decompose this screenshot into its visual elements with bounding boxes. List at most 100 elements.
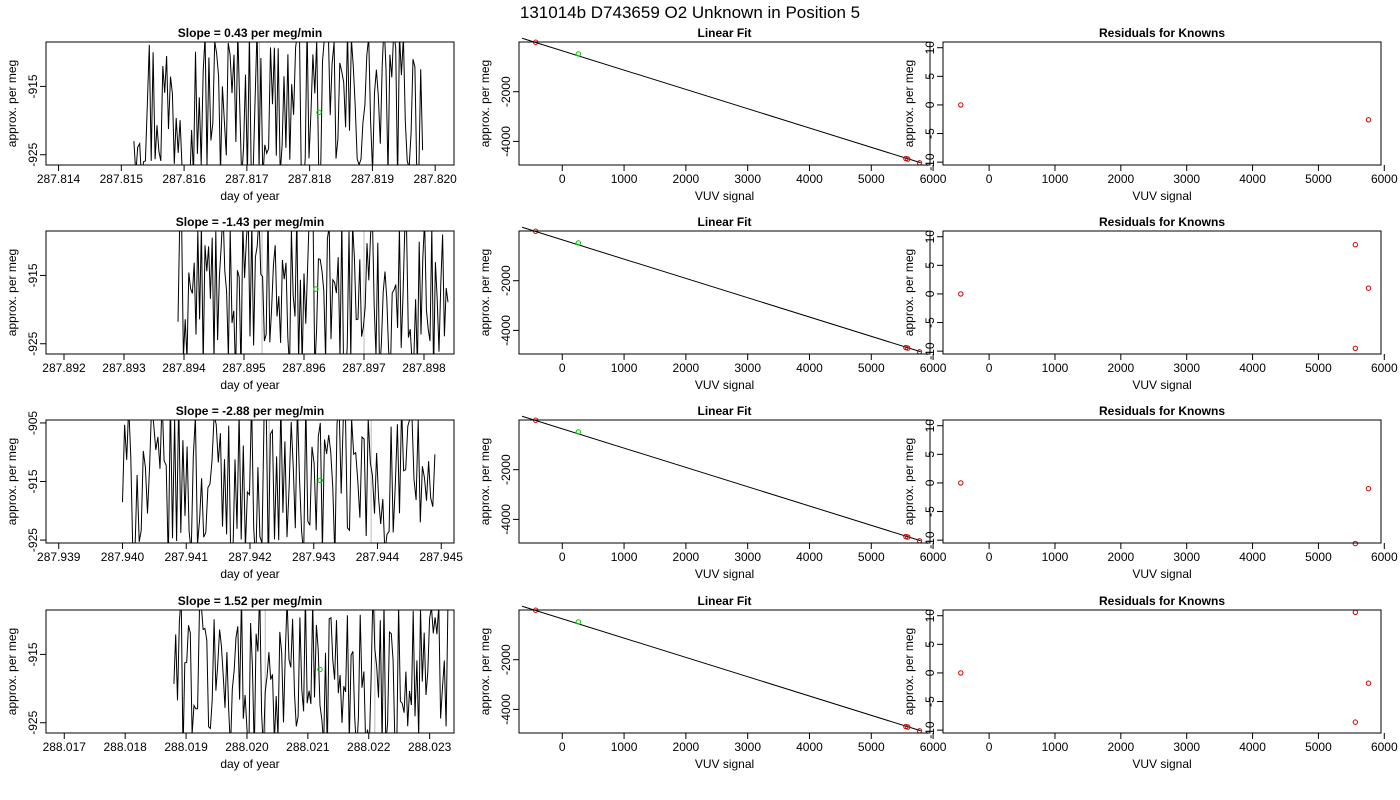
plot-frame: [45, 41, 455, 166]
x-axis-label: VUV signal: [695, 567, 754, 581]
y-tick-label: -10: [923, 342, 937, 360]
x-axis-label: VUV signal: [1132, 567, 1191, 581]
x-tick-label: 2000: [1107, 361, 1134, 375]
plot-area: [177, 231, 449, 354]
time-series-panel-3: 287.939 287.940 287.941 287.942 287.943 287.9…: [5, 404, 464, 581]
x-tick-label: 3000: [734, 172, 761, 186]
plot-frame: [518, 609, 931, 734]
x-axis-label: day of year: [220, 567, 279, 581]
panel-title: Linear Fit: [697, 215, 751, 229]
panel-grid: 287.814 287.815 287.816 287.817 287.818 287.8…: [5, 26, 1398, 771]
x-tick-label: 3000: [1173, 550, 1200, 564]
y-tick-label: 5: [923, 641, 937, 648]
panel-title: Slope = -1.43 per meg/min: [176, 215, 324, 229]
y-axis-label: approx. per meg: [5, 438, 19, 525]
plot-frame: [942, 41, 1382, 166]
x-tick-label: 287.940: [101, 550, 145, 564]
x-tick-label: 287.941: [165, 550, 209, 564]
y-tick-label: -10: [923, 721, 937, 739]
plot-frame: [942, 609, 1382, 734]
x-tick-label: 5000: [1305, 550, 1332, 564]
x-tick-label: 287.896: [282, 361, 326, 375]
x-tick-label: 1000: [611, 740, 638, 754]
x-tick-label: 287.816: [162, 172, 206, 186]
time-series-panel-1: 287.814 287.815 287.816 287.817 287.818 287.8…: [5, 26, 457, 203]
x-tick-label: 288.021: [286, 740, 330, 754]
x-tick-label: 5000: [858, 550, 885, 564]
unknown-point: [575, 240, 582, 246]
plot-frame: [518, 230, 931, 355]
x-tick-label: 287.944: [356, 550, 400, 564]
x-tick-label: 0: [986, 361, 993, 375]
x-tick-label: 2000: [673, 740, 700, 754]
x-tick-label: 5000: [1305, 740, 1332, 754]
x-tick-label: 0: [559, 550, 566, 564]
linear-fit-panel-2: 0 1000 2000 3000 4000 5000 6000 -2000 -4000 Linea…: [478, 215, 947, 392]
residual-point: [958, 480, 964, 486]
residuals-panel-4: 0 1000 2000 3000 4000 5000 6000 10 5 0 -5 -10 Residu…: [902, 594, 1398, 771]
y-tick-label: -2000: [499, 76, 513, 107]
y-tick-label: -925: [26, 710, 40, 734]
fit-line: [521, 226, 921, 353]
time-series-line: [173, 610, 449, 733]
x-tick-label: 5000: [858, 172, 885, 186]
x-tick-label: 6000: [920, 550, 947, 564]
fit-point-marker: [317, 666, 323, 673]
x-tick-label: 1000: [611, 550, 638, 564]
x-tick-label: 287.945: [420, 550, 464, 564]
x-axis-label: day of year: [220, 757, 279, 771]
residuals-panel-1: 0 1000 2000 3000 4000 5000 6000 10 5 0 -5 -10 Residu…: [902, 26, 1398, 203]
fit-line: [521, 605, 921, 732]
y-tick-label: -915: [26, 642, 40, 666]
x-axis-label: day of year: [220, 378, 279, 392]
residual-point: [958, 670, 964, 676]
x-tick-label: 4000: [1239, 550, 1266, 564]
x-tick-label: 287.819: [351, 172, 395, 186]
x-axis-label: VUV signal: [695, 189, 754, 203]
y-tick-label: 0: [923, 669, 937, 676]
panel-title: Linear Fit: [697, 26, 751, 40]
linear-fit-panel-1: 0 1000 2000 3000 4000 5000 6000 -2000 -4000 Linea…: [478, 26, 947, 203]
x-tick-label: 287.942: [228, 550, 272, 564]
y-tick-label: -925: [26, 142, 40, 166]
y-tick-label: 0: [923, 101, 937, 108]
plot-frame: [942, 230, 1382, 355]
x-tick-label: 6000: [1371, 172, 1398, 186]
x-tick-label: 6000: [1371, 740, 1398, 754]
linear-fit-panel-3: 0 1000 2000 3000 4000 5000 6000 -2000 -4000 Linea…: [478, 404, 947, 581]
residual-point: [1365, 117, 1372, 123]
y-tick-label: -2000: [499, 644, 513, 675]
y-axis-label: approx. per meg: [478, 438, 492, 525]
x-tick-label: 0: [986, 550, 993, 564]
y-axis-label: approx. per meg: [478, 249, 492, 336]
y-tick-label: -5: [923, 317, 937, 328]
x-axis-label: day of year: [220, 189, 279, 203]
x-tick-label: 1000: [1042, 172, 1069, 186]
x-tick-label: 2000: [673, 361, 700, 375]
y-axis-label: approx. per meg: [902, 60, 916, 147]
y-axis-label: approx. per meg: [5, 60, 19, 147]
panel-title: Slope = -2.88 per meg/min: [176, 404, 324, 418]
x-tick-label: 6000: [1371, 361, 1398, 375]
unknown-point: [575, 619, 582, 625]
residual-point: [1365, 680, 1372, 686]
fit-point-marker: [316, 109, 322, 116]
y-tick-label: -925: [26, 528, 40, 552]
known-point: [905, 345, 911, 351]
x-tick-label: 288.018: [103, 740, 147, 754]
x-tick-label: 2000: [673, 172, 700, 186]
panel-title: Residuals for Knowns: [1099, 215, 1225, 229]
x-tick-label: 287.815: [100, 172, 144, 186]
x-tick-label: 4000: [796, 740, 823, 754]
residuals-panel-3: 0 1000 2000 3000 4000 5000 6000 10 5 0 -5 -10 Residu…: [902, 404, 1398, 581]
x-axis-label: VUV signal: [1132, 189, 1191, 203]
x-axis-label: VUV signal: [1132, 378, 1191, 392]
y-tick-label: -905: [26, 411, 40, 435]
panel-title: Linear Fit: [697, 404, 751, 418]
x-tick-label: 0: [559, 740, 566, 754]
fit-point-marker: [317, 477, 323, 484]
x-tick-label: 6000: [920, 172, 947, 186]
panel-title: Residuals for Knowns: [1099, 404, 1225, 418]
time-series-panel-2: 287.892 287.893 287.894 287.895 287.896 287.8…: [5, 215, 455, 392]
residual-point: [1352, 345, 1359, 351]
